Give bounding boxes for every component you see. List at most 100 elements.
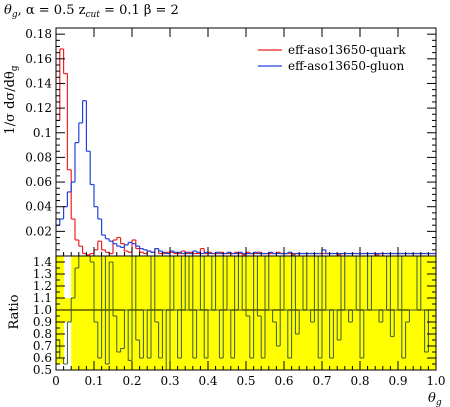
legend: eff-aso13650-quark eff-aso13650-gluon	[258, 43, 406, 73]
band-bin	[268, 256, 273, 370]
ratio-y-tick-label: 1.1	[33, 291, 52, 305]
x-label-sub: g	[436, 398, 442, 407]
band-bin	[78, 256, 83, 370]
legend-label-gluon: eff-aso13650-gluon	[288, 59, 404, 73]
band-bin	[249, 256, 254, 370]
band-bin	[401, 256, 406, 370]
band-bin	[382, 256, 387, 370]
band-bin	[272, 256, 277, 370]
band-bin	[162, 256, 167, 370]
band-bin	[303, 256, 308, 370]
main-y-label-main: 1/σ dσ/dθ	[3, 71, 18, 135]
band-bin	[116, 256, 121, 370]
ratio-y-tick-label: 1.4	[33, 255, 52, 269]
band-bin	[170, 256, 175, 370]
band-bin	[154, 256, 159, 370]
band-bin	[306, 256, 311, 370]
x-label-main: θ	[428, 391, 436, 406]
band-bin	[128, 256, 133, 370]
band-bin	[204, 256, 209, 370]
band-bin	[291, 256, 296, 370]
band-bin	[310, 256, 315, 370]
ratio-y-tick-label: 0.5	[33, 363, 52, 377]
band-bin	[394, 256, 399, 370]
band-bin	[360, 256, 365, 370]
band-bin	[105, 256, 110, 370]
band-bin	[173, 256, 178, 370]
band-bin	[185, 256, 190, 370]
main-y-tick-label: 0.02	[25, 224, 52, 238]
x-tick-label: 0.8	[350, 374, 369, 388]
band-bin	[257, 256, 262, 370]
band-bin	[135, 256, 140, 370]
band-bin	[333, 256, 338, 370]
band-bin	[253, 256, 258, 370]
band-bin	[208, 256, 213, 370]
band-bin	[120, 256, 125, 370]
x-tick-label: 0.9	[388, 374, 407, 388]
band-bin	[189, 256, 194, 370]
band-bin	[242, 256, 247, 370]
band-bin	[424, 256, 429, 370]
band-bin	[113, 256, 118, 370]
main-y-tick-label: 0.08	[25, 150, 52, 164]
x-tick-label: 1.0	[426, 374, 445, 388]
x-tick-label: 0.1	[84, 374, 103, 388]
main-y-tick-label: 0.06	[25, 175, 52, 189]
band-bin	[371, 256, 376, 370]
band-bin	[139, 256, 144, 370]
main-y-tick-label: 0.1	[33, 126, 52, 140]
band-bin	[356, 256, 361, 370]
x-tick-label: 0.3	[160, 374, 179, 388]
band-bin	[379, 256, 384, 370]
band-bin	[101, 256, 106, 370]
title-theta-sub: g	[12, 10, 18, 20]
main-y-tick-label: 0.12	[25, 101, 52, 115]
ratio-y-tick-label: 1.3	[33, 267, 52, 281]
band-bin	[147, 256, 152, 370]
band-bin	[181, 256, 186, 370]
band-bin	[390, 256, 395, 370]
band-bin	[246, 256, 251, 370]
band-bin	[405, 256, 410, 370]
main-y-tick-label: 0.16	[25, 52, 52, 66]
ratio-y-tick-label: 1.0	[33, 303, 52, 317]
band-bin	[432, 256, 437, 370]
main-y-tick-label: 0.04	[25, 200, 52, 214]
band-bin	[158, 256, 163, 370]
title-theta: θ	[4, 3, 12, 18]
main-y-axis-label: 1/σ dσ/dθg	[3, 65, 20, 134]
series-1-histogram	[56, 100, 436, 255]
band-bin	[314, 256, 319, 370]
band-bin	[322, 256, 327, 370]
band-bin	[413, 256, 418, 370]
chart-title: θg, α = 0.5 zcut = 0.1 β = 2	[4, 3, 179, 20]
ratio-panel: 0.50.60.70.80.91.01.11.21.31.40 0.1 0.2 0.3…	[33, 255, 446, 388]
x-tick-label: 0.5	[236, 374, 255, 388]
band-bin	[192, 256, 197, 370]
main-y-label-sub: g	[10, 65, 20, 71]
band-bin	[151, 256, 156, 370]
band-bin	[90, 256, 95, 370]
main-y-tick-label: 0.14	[25, 76, 52, 90]
band-bin	[97, 256, 102, 370]
band-bin	[132, 256, 137, 370]
legend-label-quark: eff-aso13650-quark	[288, 43, 406, 57]
ratio-y-tick-label: 0.6	[33, 351, 52, 365]
title-z-sub: cut	[85, 10, 100, 20]
band-bin	[352, 256, 357, 370]
title-rest: = 0.1 β = 2	[100, 3, 179, 18]
band-bin	[417, 256, 422, 370]
x-tick-label: 0	[52, 374, 60, 388]
main-panel: 0.02 0.04 0.06 0.08 0.1 0.12 0.14 0.16 0.18	[25, 27, 437, 257]
band-bin	[211, 256, 216, 370]
band-bin	[227, 256, 232, 370]
ratio-y-tick-label: 0.8	[33, 327, 52, 341]
band-bin	[398, 256, 403, 370]
band-bin	[287, 256, 292, 370]
band-bin	[75, 256, 80, 370]
band-bin	[177, 256, 182, 370]
band-bin	[375, 256, 380, 370]
band-bin	[428, 256, 433, 370]
band-bin	[71, 256, 76, 370]
